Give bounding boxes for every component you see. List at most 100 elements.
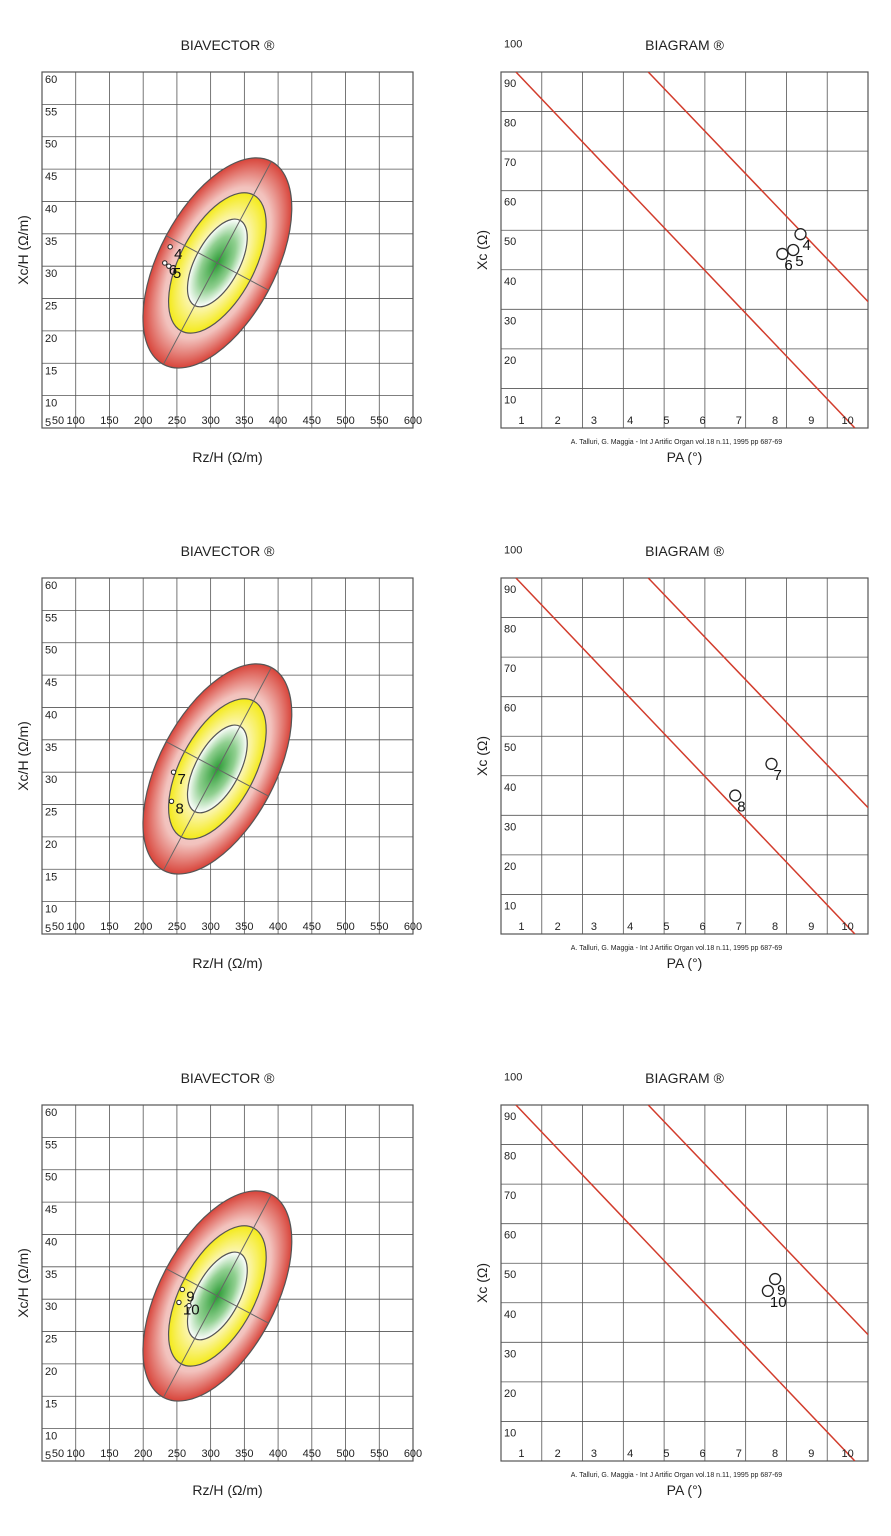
x-tick-label: 5 [663,1448,669,1460]
reference-line [647,1105,868,1336]
x-tick-label: 8 [772,1448,778,1460]
x-tick-label: 200 [134,415,152,427]
x-tick-label: 500 [336,1448,354,1460]
x-tick-label: 550 [370,415,388,427]
tolerance-ellipses [142,1190,293,1402]
y-tick-label: 60 [45,74,57,86]
x-tick-label: 5 [663,415,669,427]
x-axis-label: PA (°) [667,955,703,971]
x-tick-label: 9 [808,1448,814,1460]
ellipse-minor-axis [165,1268,269,1324]
x-tick-label: 100 [67,921,85,933]
y-tick-label: 70 [504,157,516,169]
chart-title: BIAVECTOR ® [181,37,276,53]
y-tick-label: 60 [45,1107,57,1119]
x-tick-label: 550 [370,1448,388,1460]
y-tick-label: 80 [504,624,516,636]
y-tick-label: 35 [45,742,57,754]
chart-title: BIAGRAM ® [645,1070,724,1086]
ellipse-minor-axis [165,235,269,291]
y-tick-label: 35 [45,1269,57,1281]
y-tick-label: 5 [45,417,51,429]
y-tick-label: 45 [45,171,57,183]
x-tick-label: 200 [134,921,152,933]
x-tick-label: 400 [269,1448,287,1460]
y-tick-label: 15 [45,871,57,883]
x-tick-label: 400 [269,921,287,933]
x-tick-label: 250 [168,921,186,933]
x-tick-label: 10 [841,1448,853,1460]
biagram-chart-2: BIAGRAM ® 10 20 30 40 50 60 70 80 90 100 1 2 3 4 5 6 7 8 9 1… [474,543,869,971]
x-tick-label: 2 [555,415,561,427]
tolerance-ellipses [142,157,293,369]
y-tick-label: 50 [504,742,516,754]
x-tick-label: 2 [555,921,561,933]
x-axis-label: PA (°) [667,449,703,465]
y-tick-label: 10 [504,1427,516,1439]
y-tick-label: 90 [504,1111,516,1123]
x-tick-label: 4 [627,921,633,933]
y-tick-label: 60 [504,197,516,209]
x-tick-label: 8 [772,921,778,933]
y-tick-label: 25 [45,301,57,313]
x-tick-label: 150 [100,1448,118,1460]
data-point [186,1302,192,1309]
y-axis-label: Xc (Ω) [474,1263,490,1303]
x-tick-label: 150 [100,415,118,427]
reference-line [515,72,856,428]
x-tick-label: 100 [67,415,85,427]
y-tick-label: 15 [45,365,57,377]
x-tick-label: 200 [134,1448,152,1460]
data-point [729,789,742,802]
x-tick-label: 6 [700,415,706,427]
x-tick-label: 500 [336,921,354,933]
y-tick-label: 40 [504,782,516,794]
x-tick-label: 3 [591,1448,597,1460]
x-tick-label: 3 [591,415,597,427]
x-tick-label: 4 [627,1448,633,1460]
x-tick-label: 300 [201,1448,219,1460]
citation-text: A. Talluri, G. Maggia - Int J Artific Or… [571,945,783,952]
y-tick-label: 60 [45,580,57,592]
y-tick-label: 45 [45,1204,57,1216]
y-tick-label: 10 [45,1431,57,1443]
tolerance-ellipses [142,663,293,875]
x-tick-label: 5 [663,921,669,933]
x-tick-label: 8 [772,415,778,427]
data-point-label: 7 [773,767,781,784]
x-tick-label: 2 [555,1448,561,1460]
x-tick-label: 600 [404,1448,422,1460]
chart-title: BIAVECTOR ® [181,1070,276,1086]
x-tick-label: 7 [736,415,742,427]
y-tick-label: 20 [504,861,516,873]
x-tick-label: 100 [67,1448,85,1460]
data-point-label: 4 [174,246,182,263]
x-tick-label: 450 [303,921,321,933]
y-tick-label: 55 [45,1139,57,1151]
data-point [776,247,789,261]
y-tick-label: 90 [504,78,516,90]
y-tick-label: 10 [504,394,516,406]
data-point-label: 7 [178,771,186,788]
x-tick-label: 50 [52,1448,64,1460]
y-tick-label: 20 [45,839,57,851]
x-tick-label: 600 [404,415,422,427]
y-tick-label: 60 [504,703,516,715]
y-axis-label: Xc/H (Ω/m) [15,215,31,285]
x-tick-label: 350 [235,415,253,427]
y-tick-label: 50 [45,139,57,151]
y-tick-label: 25 [45,807,57,819]
x-tick-label: 4 [627,415,633,427]
data-point [761,1284,775,1298]
data-point [176,1299,182,1306]
y-tick-label: 25 [45,1334,57,1346]
x-tick-label: 500 [336,415,354,427]
data-point [168,798,175,805]
y-tick-label: 30 [504,1348,516,1360]
y-tick-label: 5 [45,1450,51,1462]
x-tick-label: 450 [303,1448,321,1460]
